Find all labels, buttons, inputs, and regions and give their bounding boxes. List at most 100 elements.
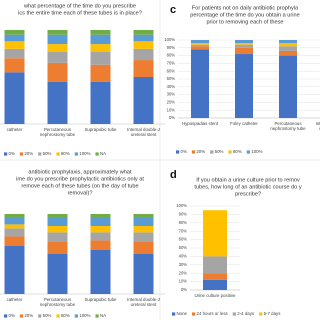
bar-segment <box>133 60 154 77</box>
bar-segment <box>47 44 68 52</box>
bar-segment <box>191 43 209 45</box>
legend-label: 0% <box>181 149 187 154</box>
y-tick-label: 0% <box>181 287 187 292</box>
x-tick-label: Percutaneous nephrostomy tube <box>39 297 76 308</box>
bar-segment <box>279 55 297 118</box>
x-tick-label-box: Percutaneous nephrostomy tube <box>270 121 306 132</box>
x-tick-label-box: catheter <box>6 297 23 302</box>
y-tick-label: 20% <box>179 270 188 275</box>
y-tick-label: 90% <box>167 45 176 50</box>
legend-label: 80% <box>61 313 70 318</box>
bar-segment <box>133 232 154 242</box>
bar-segment <box>90 34 111 45</box>
bar-segment <box>191 44 209 47</box>
bar-segment <box>47 214 68 218</box>
bar-segment <box>47 62 68 82</box>
legend-label: 80% <box>61 151 70 156</box>
bar-segment <box>90 226 111 233</box>
bar-segment <box>235 47 253 55</box>
legend-swatch <box>172 312 176 316</box>
chart-title: what percentage of the time do you presc… <box>23 3 136 9</box>
x-tick-label-box: Percutaneous nephrostomy tube <box>39 297 76 308</box>
chart-title: For patients not on daily antibiotic pro… <box>192 5 299 11</box>
legend-swatch <box>95 314 99 318</box>
y-tick-label: 20% <box>167 100 176 105</box>
x-tick-label-box: Hypospadias stent <box>182 121 218 126</box>
y-tick-label: 50% <box>179 245 188 250</box>
legend-label: 20% <box>24 151 33 156</box>
bar-segment <box>90 51 111 65</box>
bar-segment <box>90 240 111 250</box>
bar-segment <box>279 50 297 56</box>
y-tick-label: 50% <box>167 76 176 81</box>
bar-segment <box>279 40 297 44</box>
bar-segment <box>203 273 227 280</box>
chart-title: ics the entire time each of these tubes … <box>18 10 142 16</box>
bar-segment <box>4 214 25 218</box>
legend-swatch <box>192 312 196 316</box>
x-tick-label-box: Foley catheter <box>230 121 258 126</box>
y-tick-label: 100% <box>176 203 187 208</box>
bar-segment <box>47 81 68 124</box>
x-tick-label-box: Percutaneous nephrostomy tube <box>40 127 75 137</box>
bar-segment <box>47 34 68 45</box>
bar-segment <box>90 64 111 82</box>
x-tick-label: Internal double-J ureteral stent <box>127 127 160 138</box>
chart-title: tubes, how long of an antibiotic course … <box>194 184 301 190</box>
legend-swatch <box>56 314 60 318</box>
bar-segment <box>133 218 154 226</box>
x-tick-label: Foley catheter <box>230 121 258 126</box>
chart-title: prescribe? <box>235 191 261 197</box>
bar-segment <box>4 228 25 237</box>
x-tick-label-box: Urine culture positive <box>195 293 236 298</box>
chart-title: remove each of these tubes (on the day o… <box>21 183 138 189</box>
y-tick-label: 60% <box>179 237 188 242</box>
bar-segment <box>47 254 68 294</box>
x-tick-label-box: Suprapubic tube <box>85 297 117 302</box>
legend-label: 100% <box>251 149 262 154</box>
legend-swatch <box>4 314 8 318</box>
bar-segment <box>47 218 68 226</box>
chart-title: prior to removing each of these <box>206 19 283 25</box>
bar-segment <box>279 43 297 47</box>
bar-segment <box>133 34 154 42</box>
y-tick-label: 90% <box>179 212 188 217</box>
legend-swatch <box>56 152 60 156</box>
y-tick-label: 100% <box>164 37 175 42</box>
bar-segment <box>191 49 209 118</box>
legend-swatch <box>4 152 8 156</box>
bar-segment <box>90 214 111 218</box>
bar-segment <box>133 214 154 218</box>
legend-label: NA <box>100 313 106 318</box>
bar-segment <box>133 41 154 49</box>
legend-label: 50% <box>43 313 52 318</box>
legend-label: 80% <box>233 149 242 154</box>
bar-segment <box>133 226 154 233</box>
bar-segment <box>133 242 154 254</box>
bar-segment <box>133 30 154 35</box>
legend-swatch <box>259 312 263 316</box>
bar-segment <box>4 72 25 124</box>
y-tick-label: 10% <box>167 107 176 112</box>
bar-segment <box>4 58 25 73</box>
x-tick-label-box: Internal double-J ureteral stent <box>127 127 160 138</box>
legend-label: 5-7 days <box>264 311 282 316</box>
bar-segment <box>4 41 25 49</box>
panel-label: c <box>170 4 176 16</box>
x-tick-label: Percutaneous nephrostomy tube <box>270 121 306 132</box>
x-tick-label: Suprapubic tube <box>84 127 117 132</box>
chart-title: removal)? <box>68 190 93 196</box>
bar-segment <box>47 242 68 254</box>
legend-label: 20% <box>24 313 33 318</box>
bar-segment <box>47 30 68 35</box>
y-tick-label: 60% <box>167 68 176 73</box>
x-tick-label-box: Suprapubic tube <box>84 127 117 132</box>
x-tick-label: catheter <box>6 297 23 302</box>
legend-swatch <box>191 150 196 154</box>
bar-segment <box>4 218 25 225</box>
y-tick-label: 30% <box>167 92 176 97</box>
x-tick-label: Internal double-J ureteral stent <box>127 297 160 308</box>
legend-label: 100% <box>79 151 90 156</box>
legend-swatch <box>95 152 99 156</box>
legend-label: NA <box>100 151 106 156</box>
